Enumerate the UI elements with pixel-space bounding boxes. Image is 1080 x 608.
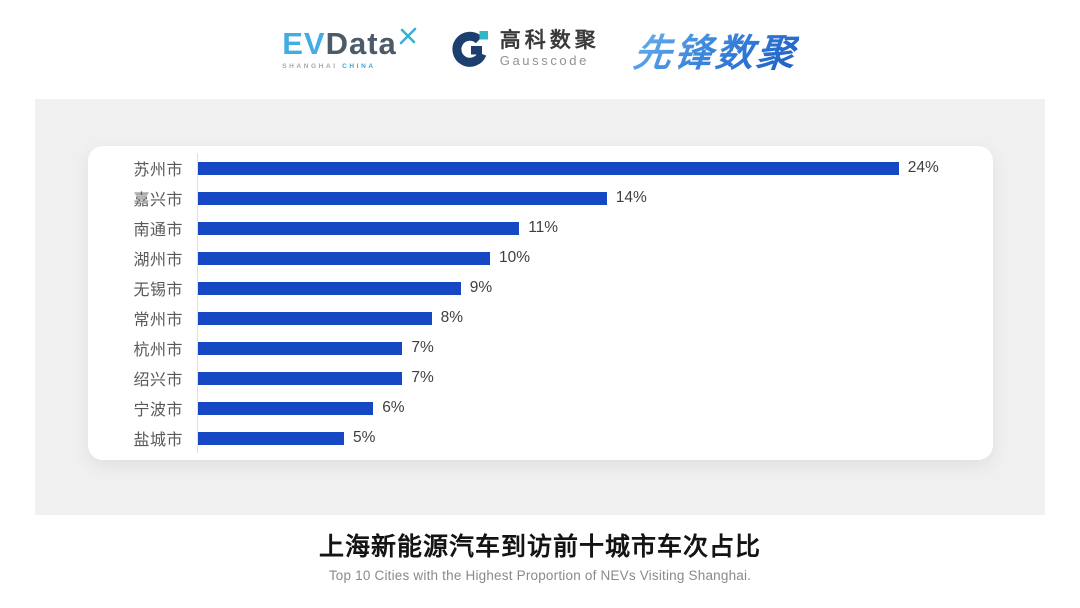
category-label: 常州市 bbox=[133, 312, 183, 329]
evdata-shanghai-text: SHANGHAI bbox=[282, 63, 338, 70]
plot-area: 14% bbox=[197, 183, 993, 213]
plot-area: 7% bbox=[197, 333, 993, 363]
category-label: 绍兴市 bbox=[133, 372, 183, 389]
bar bbox=[198, 341, 403, 355]
xianfeng-shuju-logo: 先锋数聚 bbox=[631, 22, 801, 77]
plot-area: 10% bbox=[197, 243, 993, 273]
footer: 上海新能源汽车到访前十城市车次占比 Top 10 Cities with the… bbox=[0, 531, 1080, 583]
category-label: 嘉兴市 bbox=[133, 192, 183, 209]
bar-value: 24% bbox=[907, 159, 939, 176]
bar-value: 5% bbox=[353, 429, 376, 446]
chart-row: 嘉兴市 14% bbox=[88, 183, 993, 213]
plot-area: 7% bbox=[197, 363, 993, 393]
category-label: 盐城市 bbox=[133, 432, 183, 449]
bar-value: 7% bbox=[411, 369, 434, 386]
evdata-data-text: Data bbox=[325, 26, 397, 61]
bar-value: 6% bbox=[382, 399, 405, 416]
bar-chart: 苏州市 24% 嘉兴市 14% 南通市 11% 湖州市 10% 无锡市 9% 常州市 8% 杭州市 7% 绍… bbox=[88, 146, 993, 453]
gausscode-g-icon bbox=[452, 31, 488, 67]
chart-row: 常州市 8% bbox=[88, 303, 993, 333]
chart-row: 苏州市 24% bbox=[88, 153, 993, 183]
category-label: 湖州市 bbox=[133, 252, 183, 269]
bar-value: 10% bbox=[499, 249, 531, 266]
bar bbox=[198, 281, 461, 295]
chart-row: 南通市 11% bbox=[88, 213, 993, 243]
evdata-logo: EV Data SHANGHAI CHINA bbox=[282, 26, 417, 70]
bar-value: 8% bbox=[440, 309, 463, 326]
plot-area: 6% bbox=[197, 393, 993, 423]
evdata-ev-text: EV bbox=[282, 26, 326, 61]
category-label: 南通市 bbox=[133, 222, 183, 239]
category-label: 宁波市 bbox=[133, 402, 183, 419]
chart-row: 无锡市 9% bbox=[88, 273, 993, 303]
plot-area: 24% bbox=[197, 153, 993, 183]
chart-row: 宁波市 6% bbox=[88, 393, 993, 423]
chart-row: 湖州市 10% bbox=[88, 243, 993, 273]
chart-row: 盐城市 5% bbox=[88, 423, 993, 453]
bar-value: 14% bbox=[615, 189, 647, 206]
bar bbox=[198, 311, 432, 325]
category-label: 苏州市 bbox=[133, 162, 183, 179]
bar-value: 11% bbox=[528, 219, 559, 236]
bar bbox=[198, 191, 607, 205]
bar bbox=[198, 371, 403, 385]
gausscode-text-block: 高科数聚 Gausscode bbox=[500, 29, 600, 69]
chart-card: 苏州市 24% 嘉兴市 14% 南通市 11% 湖州市 10% 无锡市 9% 常州市 8% 杭州市 7% 绍… bbox=[88, 146, 993, 460]
chart-row: 绍兴市 7% bbox=[88, 363, 993, 393]
chart-row: 杭州市 7% bbox=[88, 333, 993, 363]
bar bbox=[198, 161, 899, 175]
chart-title: 上海新能源汽车到访前十城市车次占比 bbox=[318, 533, 761, 561]
chart-subtitle: Top 10 Cities with the Highest Proportio… bbox=[328, 567, 752, 583]
evdata-x-mark-icon bbox=[399, 27, 417, 45]
plot-area: 5% bbox=[197, 423, 993, 453]
evdata-china-text: CHINA bbox=[342, 63, 376, 70]
bar-value: 9% bbox=[469, 279, 493, 296]
logo-strip: EV Data SHANGHAI CHINA 高科数聚 Gausscode 先锋数… bbox=[0, 0, 1080, 98]
evdata-subtext: SHANGHAI CHINA bbox=[282, 63, 375, 70]
bar bbox=[198, 401, 374, 415]
category-label: 无锡市 bbox=[133, 282, 183, 299]
evdata-wordmark: EV Data bbox=[282, 26, 417, 61]
category-label: 杭州市 bbox=[133, 342, 183, 359]
gausscode-en-text: Gausscode bbox=[499, 53, 589, 69]
plot-area: 9% bbox=[197, 273, 993, 303]
plot-area: 8% bbox=[197, 303, 993, 333]
gausscode-logo: 高科数聚 Gausscode bbox=[449, 28, 600, 70]
plot-area: 11% bbox=[197, 213, 993, 243]
bar bbox=[198, 221, 520, 235]
gausscode-cn-text: 高科数聚 bbox=[499, 29, 600, 53]
bar-value: 7% bbox=[411, 339, 434, 356]
bar bbox=[198, 431, 344, 445]
bar bbox=[198, 251, 490, 265]
chart-panel: 苏州市 24% 嘉兴市 14% 南通市 11% 湖州市 10% 无锡市 9% 常州市 8% 杭州市 7% 绍… bbox=[35, 99, 1045, 515]
